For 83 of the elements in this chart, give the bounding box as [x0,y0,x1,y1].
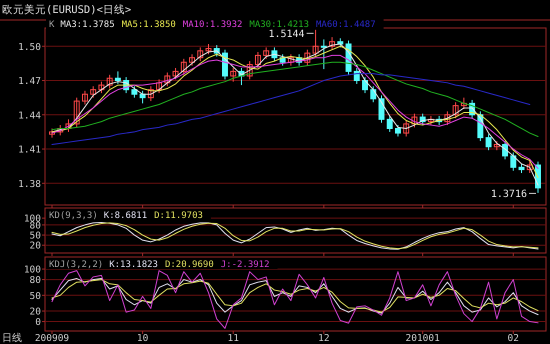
candlestick [82,90,88,106]
chart-title: 欧元美元(EURUSD)<日线> [2,3,132,16]
annotation: 1.5144 [268,28,305,40]
candlestick [90,86,96,98]
series-label: J:-2.3912 [220,260,270,270]
y-tick-label: 1.44 [18,110,42,122]
y-tick-label: 80 [30,275,42,286]
text: MA30:1.4213 [249,20,310,30]
candlestick [206,43,212,55]
legend-title: KDJ(3,2,2) [49,260,104,270]
text: MA5:1.3850 [122,20,176,30]
candlestick [131,86,138,98]
x-tick-label: 200909 [34,333,70,344]
candlestick [164,72,170,87]
x-tick-label: 11 [227,333,240,344]
series-label: K:13.1823 [109,260,158,270]
series-label: K:8.6811 [104,211,148,221]
candlestick [320,38,327,70]
candlestick [444,110,450,126]
line-series [52,62,538,137]
y-tick-label: 20 [30,306,42,318]
candlestick [288,54,294,66]
candlestick [148,86,154,102]
candlestick [57,124,64,136]
y-tick-label: 50 [30,230,42,242]
candlestick [114,70,121,84]
candlestick [197,46,204,62]
candlestick [189,54,196,66]
candlestick [526,158,533,174]
candlestick [378,94,384,124]
text: MA60:1.4487 [316,20,376,30]
candlestick [180,58,187,76]
candlestick [304,49,310,66]
annotation: 1.3716 [490,188,527,200]
text: 日线 [2,332,22,344]
legend-title: KD(9,3,3) [49,211,98,221]
candlestick [394,124,401,137]
candlestick [172,67,179,80]
candlestick [386,115,393,132]
candlestick [263,46,270,60]
legend-title: K [49,20,55,30]
candlestick [49,128,55,138]
candlestick [246,60,253,80]
candlestick [518,163,524,174]
candlestick [510,152,516,172]
candlestick [312,29,319,58]
line-series [52,270,538,329]
candlestick [428,115,434,126]
candlestick [74,97,80,128]
candlestick [66,118,72,132]
y-tick-label: 20 [30,240,42,252]
candlestick [230,67,236,82]
y-tick-label: 1.47 [18,76,41,88]
text: MA3:1.3785 [60,20,115,30]
candlestick [156,78,162,94]
candlestick [329,36,336,50]
series-label: D:20.9690 [164,260,214,270]
candlestick [337,38,344,48]
candlestick [486,134,492,151]
candlestick [140,90,146,104]
y-tick-label: 50 [30,290,42,302]
candlestick [502,140,508,160]
x-tick-label: 201001 [406,333,440,344]
candlestick [494,140,500,151]
x-tick-label: 10 [136,333,149,344]
x-tick-label: 02 [508,333,520,344]
candlestick [460,97,467,110]
candlestick [403,120,410,137]
candlestick [106,74,113,90]
y-tick-label: 100 [24,264,42,276]
series-label: D:11.9703 [154,211,203,221]
candlestick [452,102,459,119]
candlestick [411,113,418,128]
y-tick-label: 1.38 [18,178,42,190]
text: MA10:1.3932 [182,20,242,30]
candlestick [362,76,368,94]
candlestick [354,67,360,84]
y-tick-label: 0 [35,317,42,328]
candlestick [254,51,261,68]
y-tick-label: 1.50 [18,42,42,53]
x-tick-label: 12 [318,333,330,344]
candlestick [98,81,104,94]
y-tick-label: 1.41 [18,144,42,156]
